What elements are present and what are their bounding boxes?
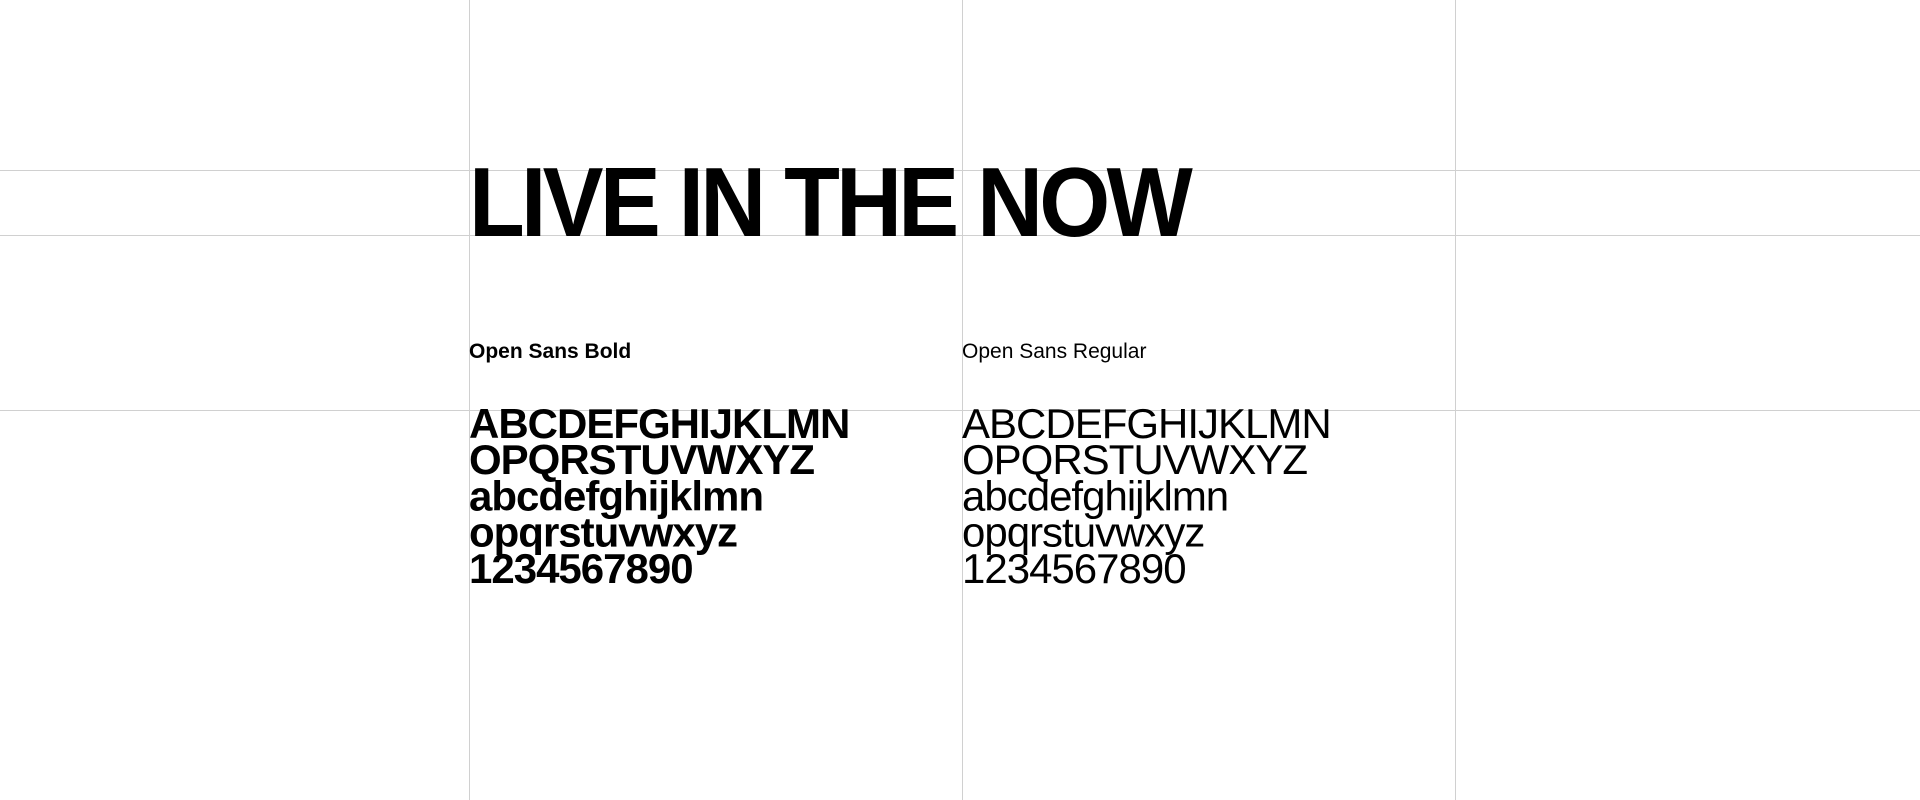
- glyph-line: 1234567890: [962, 545, 1186, 592]
- glyph-line: abcdefghijklmn: [962, 472, 1228, 519]
- glyph-line: opqrstuvwxyz: [469, 509, 737, 556]
- font-label: Open Sans Bold: [469, 340, 631, 363]
- specimen-columns: Open Sans BoldABCDEFGHIJKLMNOPQRSTUVWXYZ…: [469, 340, 1332, 592]
- glyph-line: abcdefghijklmn: [469, 472, 763, 519]
- glyph-line: ABCDEFGHIJKLMN: [469, 400, 849, 447]
- glyph-line: 1234567890: [469, 545, 693, 592]
- glyph-line: OPQRSTUVWXYZ: [962, 436, 1307, 483]
- font-label: Open Sans Regular: [962, 340, 1146, 363]
- glyph-line: ABCDEFGHIJKLMN: [962, 400, 1331, 447]
- headline: LIVE IN THE NOW: [469, 147, 1193, 257]
- glyph-line: opqrstuvwxyz: [962, 509, 1204, 556]
- glyph-line: OPQRSTUVWXYZ: [469, 436, 814, 483]
